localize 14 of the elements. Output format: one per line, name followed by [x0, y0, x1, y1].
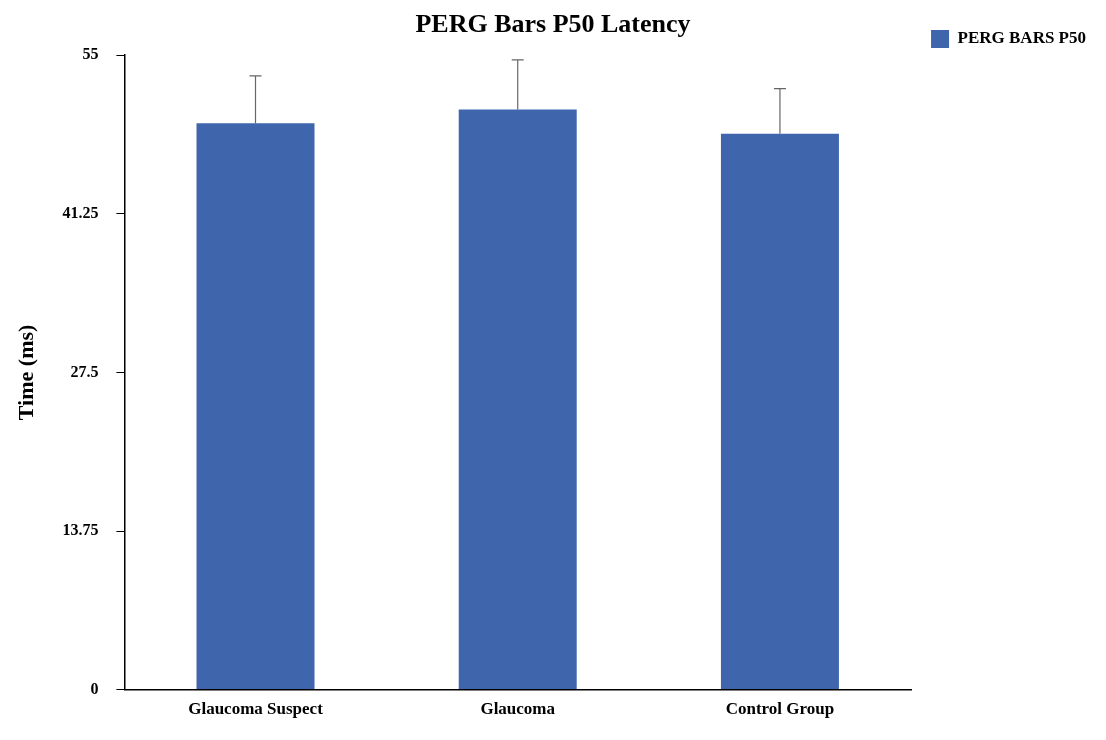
- bar: [720, 133, 839, 690]
- y-tick-label: 13.75: [62, 521, 99, 539]
- x-tick-label: Control Group: [725, 699, 835, 719]
- y-tick-label: 55: [82, 45, 99, 63]
- y-tick-label: 0: [90, 679, 99, 697]
- y-axis-title: Time (ms): [12, 324, 38, 421]
- y-tick-label: 27.5: [70, 362, 99, 380]
- x-tick-label: Glaucoma: [480, 699, 556, 719]
- bar: [458, 109, 577, 690]
- chart-title: PERG Bars P50 Latency: [415, 9, 691, 39]
- y-tick-label: 41.25: [62, 203, 99, 221]
- bar: [196, 123, 315, 690]
- legend-label: PERG BARS P50: [957, 28, 1087, 48]
- x-tick-label: Glaucoma Suspect: [188, 699, 324, 719]
